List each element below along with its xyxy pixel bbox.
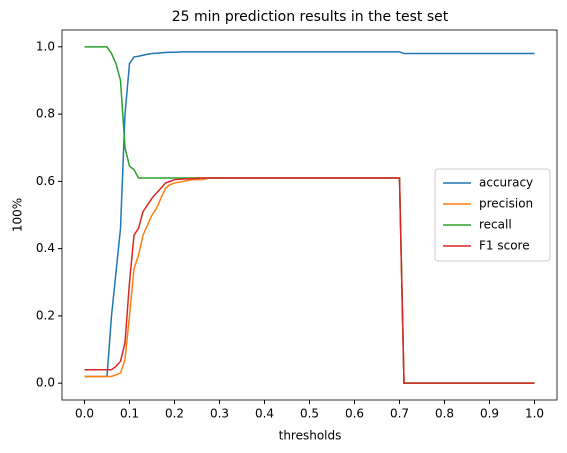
x-tick-label: 0.2 <box>165 407 184 421</box>
x-tick-label: 0.3 <box>210 407 229 421</box>
legend-label: F1 score <box>479 239 530 253</box>
y-tick-label: 0.4 <box>36 241 55 255</box>
x-tick-label: 0.7 <box>390 407 409 421</box>
series-line <box>84 51 535 378</box>
y-tick-label: 0.8 <box>36 107 55 121</box>
x-tick-label: 1.0 <box>525 407 544 421</box>
y-tick-label: 0.0 <box>36 376 55 390</box>
x-tick-label: 0.9 <box>480 407 499 421</box>
x-tick-label: 0.1 <box>120 407 139 421</box>
series-line <box>84 177 535 384</box>
x-tick-label: 0.0 <box>75 407 94 421</box>
legend-box <box>434 168 551 262</box>
x-tick-label: 0.8 <box>435 407 454 421</box>
x-axis-label: thresholds <box>279 429 342 443</box>
y-axis-label: 100% <box>11 198 25 232</box>
legend-label: recall <box>479 218 512 232</box>
y-tick-label: 0.6 <box>36 174 55 188</box>
x-tick-label: 0.4 <box>255 407 274 421</box>
plot-frame <box>61 29 558 401</box>
x-tick-label: 0.6 <box>345 407 364 421</box>
legend-label: accuracy <box>479 176 533 190</box>
y-tick-label: 0.2 <box>36 308 55 322</box>
legend-label: precision <box>479 197 533 211</box>
x-tick-label: 0.5 <box>300 407 319 421</box>
chart-title: 25 min prediction results in the test se… <box>172 9 449 25</box>
y-tick-label: 1.0 <box>36 39 55 53</box>
